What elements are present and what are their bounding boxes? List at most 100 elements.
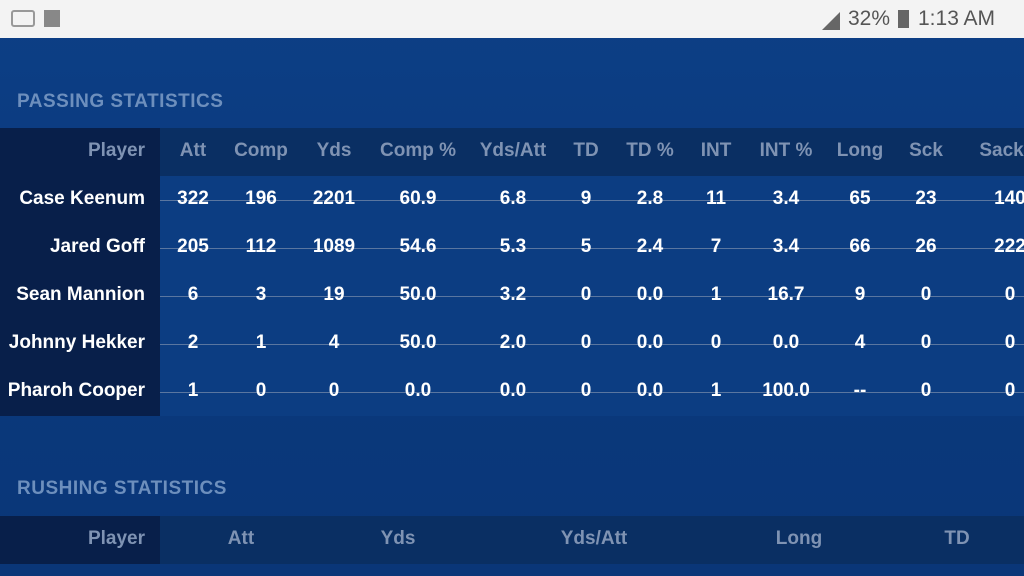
stat-cell: 1089 — [312, 236, 356, 257]
column-header: INT % — [759, 140, 813, 161]
battery-level: 32% — [848, 7, 891, 30]
stat-cell: 0 — [920, 380, 932, 401]
stat-cell: 50.0 — [399, 332, 437, 353]
stat-cell: 60.9 — [399, 188, 437, 209]
player-name: Case Keenum — [19, 188, 145, 209]
player-name: Jared Goff — [49, 236, 145, 257]
stat-cell: 222 — [994, 236, 1024, 257]
stat-cell: 322 — [177, 188, 209, 209]
column-header: TD — [944, 528, 970, 549]
column-header: Yds/Att — [560, 528, 628, 549]
stat-cell: 16.7 — [767, 284, 805, 305]
stat-cell: 0.0 — [499, 380, 527, 401]
column-header: Att — [227, 528, 255, 549]
column-header: Long — [836, 140, 884, 161]
player-name: Sean Mannion — [16, 284, 145, 305]
column-header: INT — [700, 140, 732, 161]
column-header: Att — [179, 140, 207, 161]
stat-cell: 5 — [580, 236, 592, 257]
stat-cell: 0 — [710, 332, 722, 353]
column-header: TD % — [626, 140, 674, 161]
stat-cell: 2201 — [312, 188, 356, 209]
stat-cell: 0 — [580, 332, 592, 353]
status-icons — [11, 10, 909, 30]
stat-cell: 0.0 — [404, 380, 432, 401]
clock: 1:13 AM — [918, 7, 996, 30]
stat-cell: 205 — [177, 236, 209, 257]
section-title: PASSING STATISTICS — [17, 91, 224, 112]
stat-cell: 0 — [255, 380, 267, 401]
row-line — [160, 296, 1024, 297]
stat-cell: 112 — [245, 236, 277, 257]
stat-cell: 66 — [849, 236, 871, 257]
stat-cell: 0 — [580, 380, 592, 401]
stat-cell: 9 — [854, 284, 866, 305]
stat-cell: 0 — [328, 380, 340, 401]
row-line — [160, 392, 1024, 393]
stat-cell: 26 — [915, 236, 937, 257]
stat-cell: 23 — [915, 188, 937, 209]
column-header: TD — [573, 140, 599, 161]
column-header: Yds — [316, 140, 352, 161]
section-title: RUSHING STATISTICS — [17, 478, 227, 499]
stat-cell: 11 — [705, 188, 727, 209]
column-header: Sack/L — [979, 140, 1024, 161]
stat-cell: 6 — [187, 284, 199, 305]
status-bar: 32% 1:13 AM — [0, 0, 1024, 38]
row-line — [160, 200, 1024, 201]
column-header: Yds — [380, 528, 416, 549]
stat-cell: 4 — [854, 332, 866, 353]
stat-cell: 0.0 — [636, 284, 664, 305]
stat-cell: 2.8 — [636, 188, 664, 209]
stat-cell: 3 — [255, 284, 267, 305]
stat-cell: 2.0 — [499, 332, 527, 353]
stat-cell: 196 — [245, 188, 277, 209]
stat-cell: 4 — [328, 332, 340, 353]
column-header: Sck — [909, 140, 943, 161]
player-name: Johnny Hekker — [8, 332, 145, 353]
row-line — [160, 344, 1024, 345]
stat-cell: 0 — [580, 284, 592, 305]
row-line — [160, 248, 1024, 249]
player-column-bg — [0, 516, 160, 564]
header-band — [0, 516, 1024, 564]
stat-cell: 19 — [323, 284, 345, 305]
stat-cell: 3.4 — [772, 236, 800, 257]
stat-cell: 0 — [920, 284, 932, 305]
stat-cell: 1 — [255, 332, 267, 353]
header-band — [0, 128, 1024, 176]
stat-cell: 3.2 — [499, 284, 527, 305]
column-header: Yds/Att — [479, 140, 547, 161]
stat-cell: -- — [853, 380, 867, 401]
stat-cell: 0 — [1004, 284, 1016, 305]
stat-cell: 1 — [710, 284, 722, 305]
stat-cell: 0 — [920, 332, 932, 353]
player-name: Pharoh Cooper — [7, 380, 145, 401]
column-header: Comp % — [380, 140, 456, 161]
stat-cell: 0.0 — [636, 380, 664, 401]
stat-cell: 7 — [710, 236, 722, 257]
stat-cell: 1 — [710, 380, 722, 401]
stat-cell: 0 — [1004, 380, 1016, 401]
stat-cell: 2 — [187, 332, 199, 353]
stat-cell: 54.6 — [399, 236, 437, 257]
player-column-bg — [0, 128, 160, 416]
stat-cell: 0.0 — [636, 332, 664, 353]
column-header: Comp — [234, 140, 288, 161]
stat-cell: 2.4 — [636, 236, 664, 257]
stat-cell: 65 — [849, 188, 871, 209]
stat-cell: 100.0 — [762, 380, 810, 401]
column-header: Player — [87, 528, 145, 549]
stat-cell: 1 — [187, 380, 199, 401]
stat-cell: 0.0 — [772, 332, 800, 353]
stat-cell: 9 — [580, 188, 592, 209]
stat-cell: 140 — [994, 188, 1024, 209]
stat-cell: 6.8 — [499, 188, 527, 209]
column-header: Long — [775, 528, 823, 549]
stat-cell: 0 — [1004, 332, 1016, 353]
stat-cell: 50.0 — [399, 284, 437, 305]
stat-cell: 5.3 — [499, 236, 527, 257]
stat-cell: 3.4 — [772, 188, 800, 209]
column-header: Player — [87, 140, 145, 161]
